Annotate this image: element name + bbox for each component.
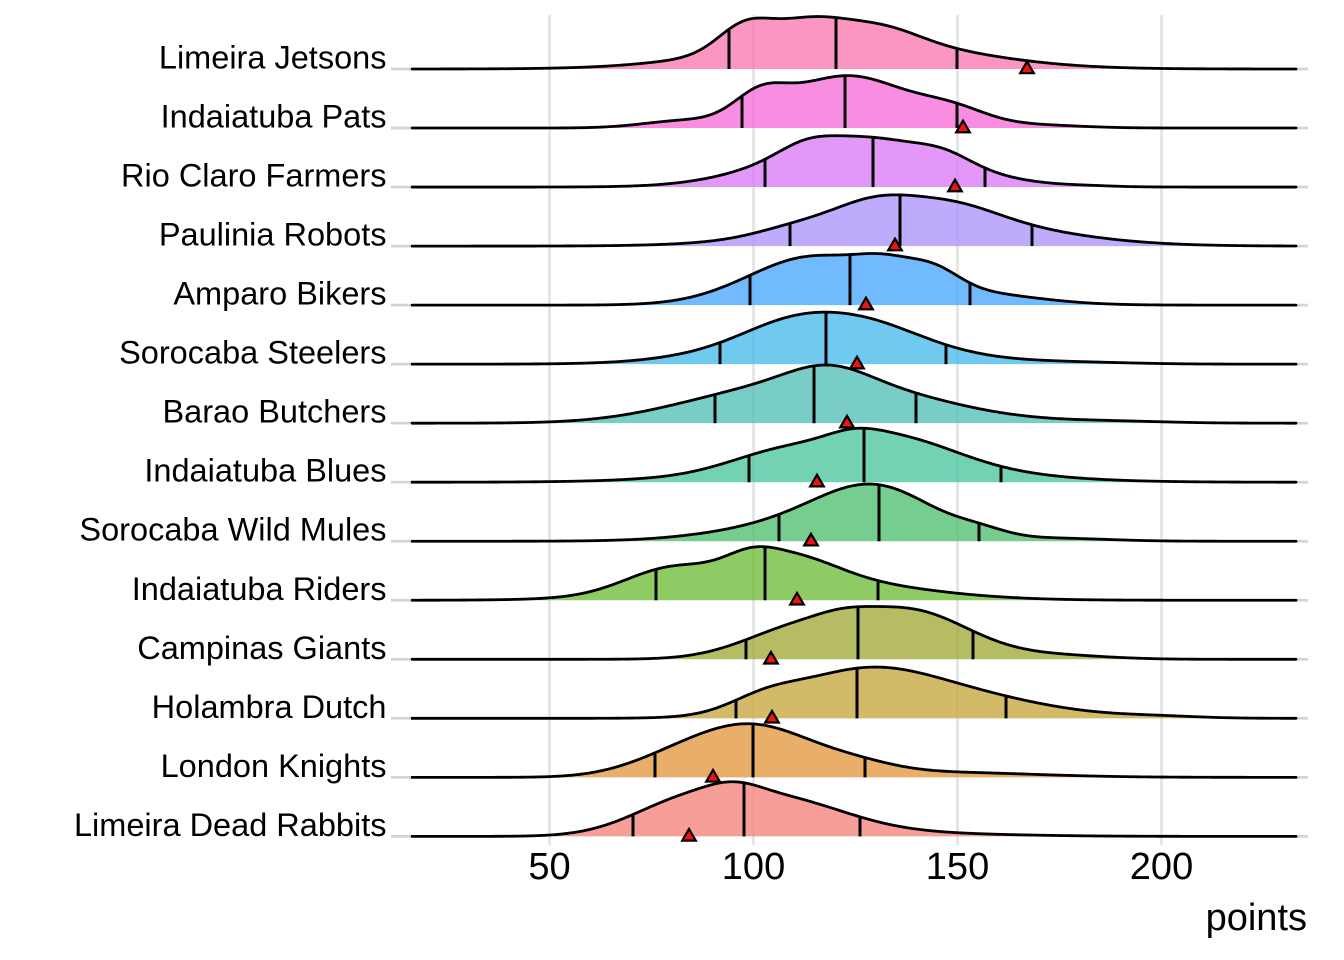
svg-text:Indaiatuba Blues: Indaiatuba Blues: [144, 453, 386, 489]
svg-text:Limeira Jetsons: Limeira Jetsons: [159, 40, 387, 76]
svg-text:Campinas Giants: Campinas Giants: [137, 630, 386, 666]
svg-text:Indaiatuba Pats: Indaiatuba Pats: [161, 99, 387, 135]
svg-text:50: 50: [528, 846, 570, 888]
svg-text:Sorocaba Wild Mules: Sorocaba Wild Mules: [79, 512, 386, 548]
svg-text:Amparo Bikers: Amparo Bikers: [173, 276, 386, 312]
svg-text:Paulinia Robots: Paulinia Robots: [159, 217, 387, 253]
svg-text:150: 150: [926, 846, 989, 888]
svg-text:Rio Claro Farmers: Rio Claro Farmers: [121, 158, 386, 194]
svg-text:100: 100: [722, 846, 785, 888]
svg-text:Holambra Dutch: Holambra Dutch: [152, 689, 387, 725]
svg-text:Indaiatuba Riders: Indaiatuba Riders: [132, 571, 387, 607]
svg-text:points: points: [1206, 897, 1307, 939]
svg-text:Sorocaba Steelers: Sorocaba Steelers: [119, 335, 386, 371]
svg-text:Barao Butchers: Barao Butchers: [162, 394, 386, 430]
svg-text:London Knights: London Knights: [161, 748, 387, 784]
svg-text:200: 200: [1130, 846, 1193, 888]
svg-text:Limeira Dead Rabbits: Limeira Dead Rabbits: [74, 807, 387, 843]
